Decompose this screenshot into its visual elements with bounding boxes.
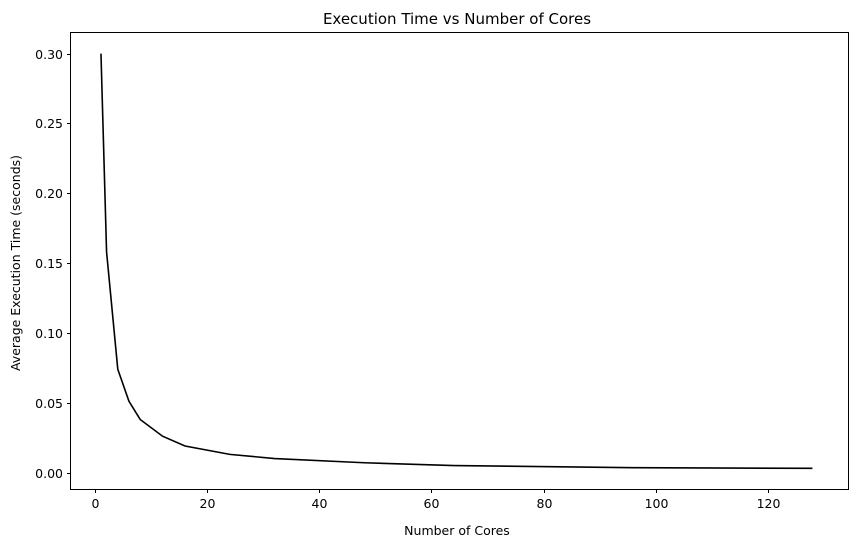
series-layer	[100, 53, 813, 470]
y-tick-label: 0.30	[35, 47, 63, 62]
y-tick-label: 0.20	[35, 186, 63, 201]
x-tick-label: 100	[645, 496, 669, 511]
x-tick-label: 40	[312, 496, 328, 511]
x-tick-label: 0	[92, 496, 100, 511]
y-axis-label: Average Execution Time (seconds)	[8, 155, 23, 371]
y-tick-label: 0.05	[35, 396, 63, 411]
y-tick-label: 0.25	[35, 116, 63, 131]
y-tick-label: 0.15	[35, 256, 63, 271]
plot-frame	[70, 32, 849, 490]
series-line	[100, 53, 813, 470]
y-axis: 0.00 0.05 0.10 0.15 0.20 0.25 0.30	[35, 47, 71, 481]
x-tick-label: 120	[757, 496, 781, 511]
chart-title: Execution Time vs Number of Cores	[323, 10, 591, 28]
x-tick-label: 80	[537, 496, 553, 511]
x-axis-label: Number of Cores	[404, 523, 510, 538]
x-tick-label: 20	[200, 496, 216, 511]
y-tick-label: 0.00	[35, 466, 63, 481]
x-axis: 0 20 40 60 80 100 120	[92, 489, 781, 511]
y-tick-label: 0.10	[35, 326, 63, 341]
x-tick-label: 60	[424, 496, 440, 511]
